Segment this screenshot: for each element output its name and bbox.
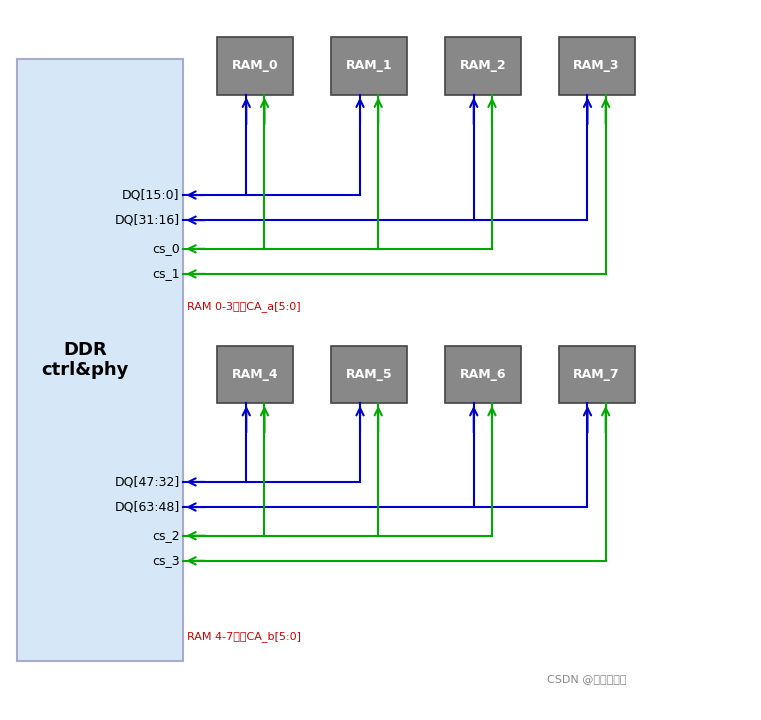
- Text: RAM_0: RAM_0: [232, 60, 279, 73]
- FancyBboxPatch shape: [559, 346, 635, 403]
- Text: cs_3: cs_3: [152, 554, 180, 567]
- Text: RAM_7: RAM_7: [573, 368, 620, 381]
- FancyBboxPatch shape: [218, 346, 293, 403]
- FancyBboxPatch shape: [445, 37, 521, 94]
- Text: RAM_1: RAM_1: [345, 60, 393, 73]
- Text: RAM 0-3共用CA_a[5:0]: RAM 0-3共用CA_a[5:0]: [187, 301, 301, 312]
- Text: RAM_6: RAM_6: [460, 368, 506, 381]
- Text: RAM 4-7共用CA_b[5:0]: RAM 4-7共用CA_b[5:0]: [187, 631, 301, 642]
- Text: DQ[63:48]: DQ[63:48]: [114, 500, 180, 513]
- FancyBboxPatch shape: [17, 59, 183, 661]
- Text: cs_1: cs_1: [152, 267, 180, 280]
- FancyBboxPatch shape: [218, 37, 293, 94]
- Text: RAM_3: RAM_3: [573, 60, 620, 73]
- Text: RAM_2: RAM_2: [460, 60, 506, 73]
- Text: DQ[15:0]: DQ[15:0]: [122, 189, 180, 202]
- FancyBboxPatch shape: [559, 37, 635, 94]
- FancyBboxPatch shape: [331, 346, 407, 403]
- FancyBboxPatch shape: [445, 346, 521, 403]
- Text: cs_2: cs_2: [152, 529, 180, 542]
- Text: CSDN @桌上的墨水: CSDN @桌上的墨水: [547, 674, 627, 684]
- Text: DDR
ctrl&phy: DDR ctrl&phy: [41, 341, 129, 379]
- Text: RAM_4: RAM_4: [232, 368, 279, 381]
- Text: RAM_5: RAM_5: [345, 368, 393, 381]
- Text: DQ[31:16]: DQ[31:16]: [114, 214, 180, 227]
- Text: cs_0: cs_0: [152, 243, 180, 256]
- FancyBboxPatch shape: [331, 37, 407, 94]
- Text: DQ[47:32]: DQ[47:32]: [114, 475, 180, 488]
